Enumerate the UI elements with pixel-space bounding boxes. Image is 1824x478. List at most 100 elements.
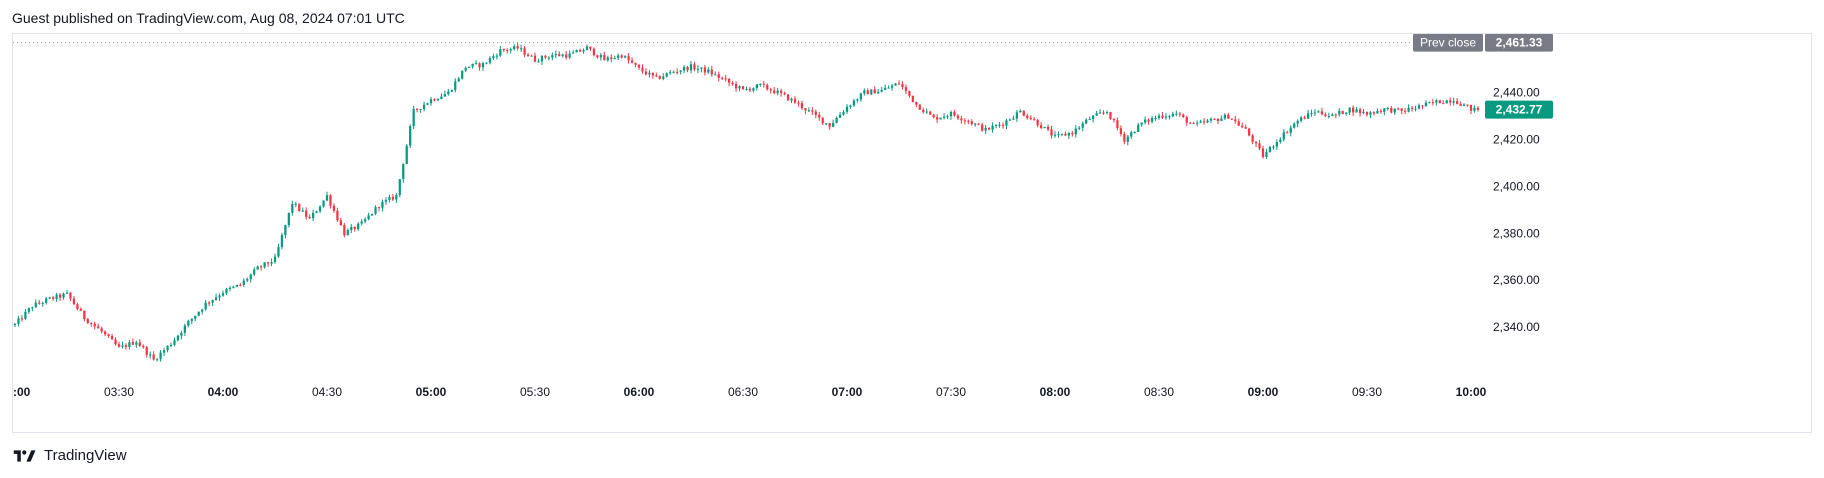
- candle-body: [391, 197, 394, 200]
- candle-body: [1466, 104, 1469, 106]
- x-tick-label: 05:30: [520, 385, 550, 399]
- candle-body: [214, 297, 218, 300]
- candle-body: [187, 320, 190, 326]
- candle-body: [662, 76, 665, 79]
- candle-body: [1417, 105, 1421, 109]
- candle-body: [981, 124, 984, 131]
- candle-body: [884, 87, 887, 90]
- candle-body: [655, 75, 658, 77]
- candle-body: [922, 109, 925, 113]
- candle-body: [1365, 111, 1369, 115]
- candle-body: [474, 63, 478, 65]
- candle-body: [183, 325, 186, 333]
- candle-body: [1178, 113, 1181, 115]
- candle-body: [117, 344, 121, 347]
- candle-body: [1147, 119, 1150, 122]
- candle-body: [936, 117, 939, 120]
- candle-body: [575, 50, 578, 53]
- last-price-value: 2,432.77: [1496, 103, 1543, 117]
- candle-body: [31, 307, 34, 309]
- candle-body: [62, 293, 65, 298]
- x-tick-label: 07:00: [832, 385, 863, 399]
- candle-body: [610, 57, 613, 59]
- candle-body: [1421, 105, 1424, 107]
- candle-body: [1334, 114, 1337, 116]
- candle-body: [1424, 102, 1428, 106]
- candle-body: [863, 90, 866, 94]
- candle-body: [946, 116, 949, 118]
- candle-body: [1216, 118, 1220, 121]
- candle-body: [1435, 100, 1438, 103]
- candle-body: [90, 323, 93, 325]
- candle-body: [721, 77, 724, 79]
- candle-body: [672, 71, 675, 73]
- x-tick-label: 03:30: [104, 385, 134, 399]
- candle-body: [1376, 111, 1379, 114]
- candle-body: [520, 48, 523, 50]
- candle-body: [1144, 119, 1147, 123]
- candle-body: [1230, 118, 1233, 120]
- candle-body: [447, 91, 450, 95]
- candle-body: [1130, 132, 1133, 137]
- candle-body: [544, 55, 547, 58]
- candle-body: [488, 58, 492, 63]
- candle-body: [443, 94, 446, 97]
- candle-body: [1306, 113, 1310, 119]
- candle-body: [984, 127, 987, 131]
- candle-body: [988, 127, 991, 130]
- candle-body: [1223, 114, 1226, 119]
- candle-body: [166, 345, 169, 351]
- candle-body: [1355, 109, 1358, 113]
- prev-close-label: Prev close: [1420, 36, 1476, 50]
- candle-body: [412, 108, 415, 127]
- candle-body: [565, 54, 568, 58]
- candle-body: [315, 211, 318, 213]
- candle-body: [1404, 110, 1407, 112]
- candle-body: [48, 297, 51, 299]
- candle-body: [1428, 102, 1431, 104]
- candle-body: [100, 328, 103, 332]
- candle-body: [322, 200, 325, 207]
- candle-body: [79, 308, 82, 311]
- candle-body: [440, 96, 443, 99]
- candle-body: [762, 83, 765, 85]
- candle-body: [773, 90, 776, 94]
- candle-body: [1202, 121, 1206, 123]
- candle-body: [1320, 111, 1324, 115]
- candle-body: [901, 84, 904, 88]
- candle-body: [599, 54, 602, 58]
- candle-body: [381, 201, 384, 208]
- candle-body: [759, 83, 762, 85]
- candle-body: [1060, 133, 1064, 135]
- candlestick-chart[interactable]: 2,440.00 2,420.00 2,400.00 2,380.00 2,360.00…: [13, 34, 1813, 434]
- candle-body: [1001, 124, 1005, 126]
- candle-body: [107, 334, 110, 337]
- candle-body: [710, 69, 713, 75]
- candle-body: [1459, 103, 1462, 106]
- candle-body: [114, 339, 117, 345]
- candle-body: [1462, 104, 1466, 106]
- candle-body: [790, 98, 793, 101]
- x-tick-label: 06:30: [728, 385, 758, 399]
- candle-body: [194, 315, 197, 319]
- candle-body: [877, 91, 880, 94]
- tradingview-logo-icon: [13, 449, 36, 462]
- x-tick-label: 04:00: [208, 385, 239, 399]
- candle-body: [582, 50, 585, 52]
- chart-frame[interactable]: 2,440.00 2,420.00 2,400.00 2,380.00 2,360.00…: [12, 33, 1812, 433]
- candle-body: [312, 212, 315, 219]
- candle-body: [568, 53, 571, 58]
- candle-body: [76, 304, 79, 309]
- candle-body: [1043, 126, 1046, 129]
- x-tick-label: 04:30: [312, 385, 342, 399]
- candle-body: [1456, 101, 1459, 104]
- candle-body: [1036, 119, 1039, 126]
- candle-body: [308, 216, 311, 219]
- publish-info: Guest published on TradingView.com, Aug …: [12, 10, 405, 26]
- candle-body: [1393, 108, 1396, 113]
- candle-body: [1476, 107, 1480, 110]
- candle-body: [752, 88, 755, 91]
- candle-body: [845, 106, 849, 112]
- candle-body: [249, 274, 252, 280]
- candle-body: [714, 74, 717, 76]
